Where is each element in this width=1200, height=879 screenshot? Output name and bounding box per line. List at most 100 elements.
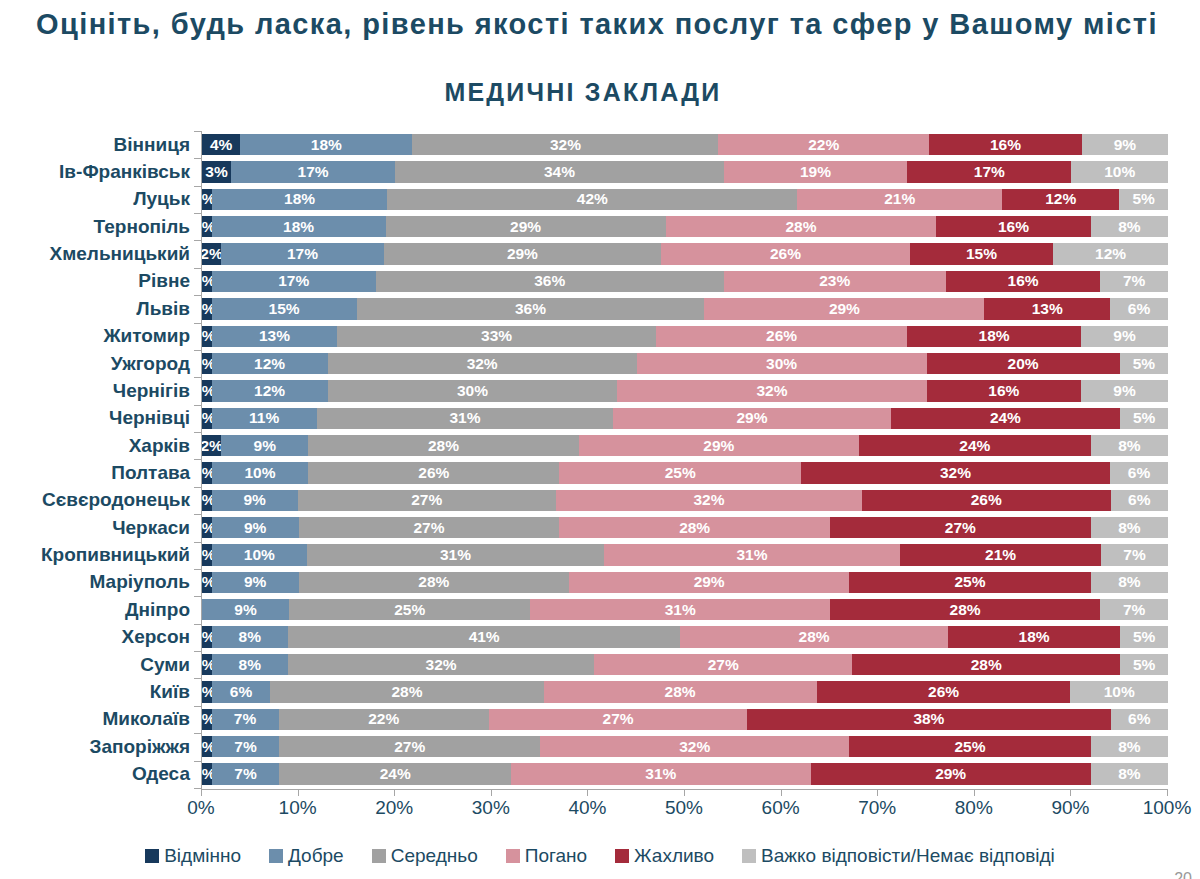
bar-row: Дніпро9%25%31%28%7% — [0, 596, 1200, 623]
segment-value-label: 20% — [1008, 355, 1039, 373]
bar-segment: 28% — [852, 654, 1120, 675]
segment-value-label: 8% — [1118, 573, 1140, 591]
segment-value-label: 42% — [577, 190, 608, 208]
segment-value-label: 26% — [766, 327, 797, 345]
segment-value-label: 7% — [234, 710, 256, 728]
segment-value-label: 27% — [945, 519, 976, 537]
segment-value-label: 13% — [1032, 300, 1063, 318]
bar-segment: 8% — [212, 626, 289, 647]
stacked-bar: 1%8%32%27%28%5% — [202, 654, 1168, 675]
bar-segment: 5% — [1120, 654, 1168, 675]
bar-segment: 2% — [202, 243, 221, 264]
stacked-bar: 1%7%22%27%38%6% — [202, 709, 1168, 730]
legend-label: Жахливо — [634, 845, 714, 867]
stacked-bar: 1%15%36%29%13%6% — [202, 298, 1168, 319]
bar-segment: 8% — [1091, 517, 1168, 538]
bar-segment: 6% — [1110, 298, 1168, 319]
category-label: Кропивницький — [0, 544, 202, 566]
value-tick — [394, 789, 395, 796]
bar-segment: 27% — [298, 490, 556, 511]
bar-row: Кропивницький1%10%31%31%21%7% — [0, 541, 1200, 568]
legend-item: Середньо — [372, 845, 478, 867]
legend-swatch — [269, 849, 283, 863]
legend: ВідмінноДобреСередньоПоганоЖахливоВажко … — [0, 845, 1200, 867]
segment-value-label: 6% — [230, 683, 252, 701]
category-label: Львів — [0, 298, 202, 320]
bar-row: Вінниця4%18%32%22%16%9% — [0, 131, 1200, 158]
category-tick — [194, 459, 201, 460]
bar-segment: 28% — [559, 517, 829, 538]
segment-value-label: 17% — [974, 163, 1005, 181]
legend-swatch — [506, 849, 520, 863]
category-tick — [194, 350, 201, 351]
category-tick — [194, 514, 201, 515]
segment-value-label: 6% — [1128, 491, 1150, 509]
value-tick-label: 100% — [1132, 797, 1200, 819]
bar-segment: 28% — [299, 572, 569, 593]
value-tick — [587, 789, 588, 796]
segment-value-label: 7% — [1123, 546, 1145, 564]
segment-value-label: 12% — [1095, 245, 1126, 263]
segment-value-label: 8% — [239, 628, 261, 646]
bar-segment: 1% — [202, 544, 212, 565]
bar-segment: 13% — [212, 326, 338, 347]
bar-segment: 7% — [1100, 271, 1168, 292]
bar-segment: 10% — [212, 462, 309, 483]
bar-segment: 1% — [202, 517, 212, 538]
bar-segment: 32% — [412, 134, 718, 155]
bar-segment: 41% — [288, 626, 680, 647]
bar-segment: 12% — [212, 380, 328, 401]
legend-label: Важко відповісти/Немає відповіді — [761, 845, 1055, 867]
stacked-bar: 4%18%32%22%16%9% — [202, 134, 1168, 155]
value-tick-label: 50% — [649, 797, 719, 819]
segment-value-label: 29% — [694, 573, 725, 591]
bar-segment: 27% — [279, 736, 540, 757]
bar-segment: 27% — [299, 517, 560, 538]
category-label: Дніпро — [0, 599, 202, 621]
stacked-bar: 1%11%31%29%24%5% — [202, 408, 1168, 429]
bar-segment: 1% — [202, 572, 212, 593]
segment-value-label: 5% — [1133, 409, 1155, 427]
segment-value-label: 28% — [679, 519, 710, 537]
bar-segment: 30% — [637, 353, 927, 374]
category-tick — [194, 542, 201, 543]
category-label: Чернівці — [0, 407, 202, 429]
bar-segment: 9% — [221, 435, 308, 456]
bar-segment: 8% — [1091, 435, 1168, 456]
stacked-bar: 1%17%36%23%16%7% — [202, 271, 1168, 292]
bar-row: Ужгород1%12%32%30%20%5% — [0, 350, 1200, 377]
category-label: Рівне — [0, 270, 202, 292]
value-tick — [684, 789, 685, 796]
stacked-bar: 1%7%27%32%25%8% — [202, 736, 1168, 757]
segment-value-label: 21% — [884, 190, 915, 208]
bar-row: Одеса1%7%24%31%29%8% — [0, 760, 1200, 787]
category-tick — [194, 706, 201, 707]
stacked-bar: 1%18%42%21%12%5% — [202, 189, 1168, 210]
segment-value-label: 9% — [1113, 327, 1135, 345]
bar-segment: 8% — [1091, 572, 1168, 593]
segment-value-label: 29% — [829, 300, 860, 318]
bar-segment: 27% — [830, 517, 1091, 538]
bar-segment: 6% — [1111, 709, 1168, 730]
bar-segment: 1% — [202, 736, 212, 757]
category-tick — [194, 268, 201, 269]
bar-row: Чернівці1%11%31%29%24%5% — [0, 405, 1200, 432]
category-label: Суми — [0, 654, 202, 676]
bar-segment: 6% — [1110, 462, 1168, 483]
bar-segment: 15% — [910, 243, 1053, 264]
plot-area: Вінниця4%18%32%22%16%9%Ів-Франківськ3%17… — [0, 131, 1200, 788]
bar-segment: 29% — [579, 435, 859, 456]
segment-value-label: 5% — [1133, 355, 1155, 373]
category-tick — [194, 624, 201, 625]
legend-label: Середньо — [391, 845, 478, 867]
segment-value-label: 41% — [469, 628, 500, 646]
category-tick — [194, 131, 201, 132]
segment-value-label: 30% — [766, 355, 797, 373]
legend-item: Жахливо — [615, 845, 714, 867]
stacked-bar: 2%9%28%29%24%8% — [202, 435, 1168, 456]
segment-value-label: 24% — [990, 409, 1021, 427]
bar-segment: 26% — [817, 681, 1071, 702]
bar-segment: 29% — [569, 572, 849, 593]
category-tick — [194, 678, 201, 679]
segment-value-label: 28% — [665, 683, 696, 701]
